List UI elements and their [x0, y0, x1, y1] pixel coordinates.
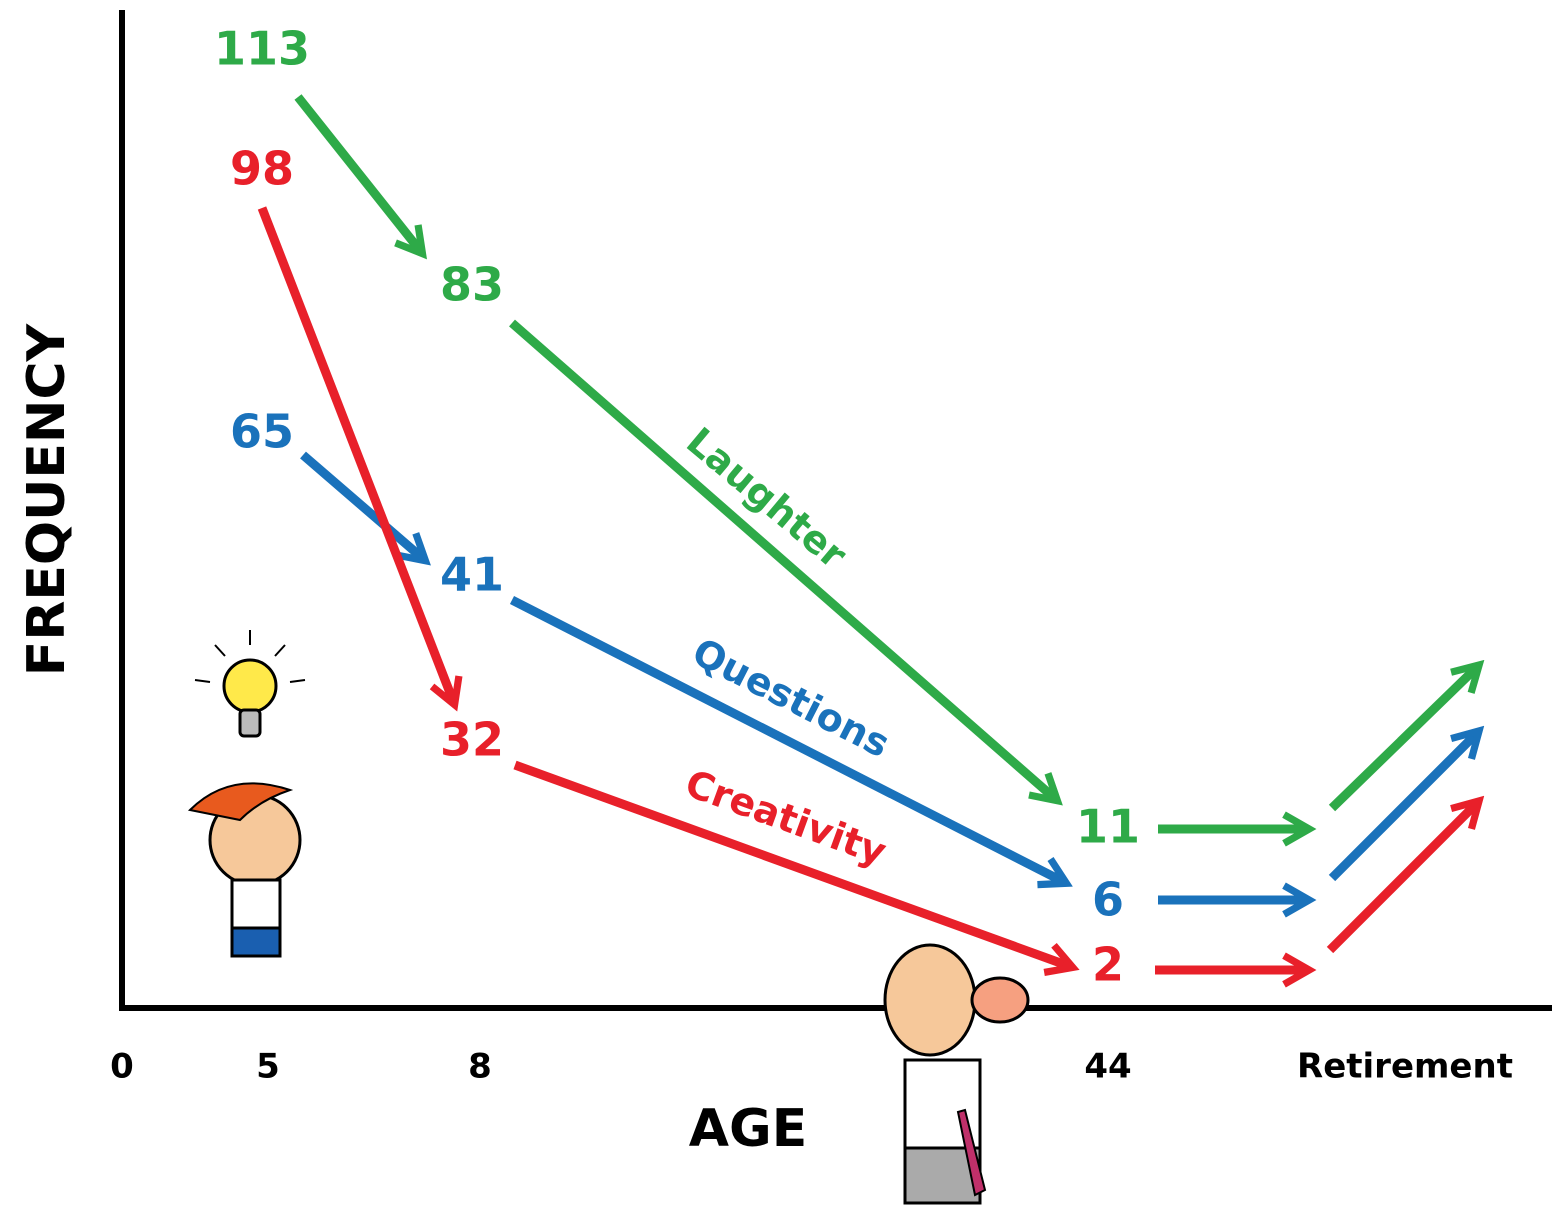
man-figure: [885, 945, 1028, 1203]
light-bulb: [195, 630, 305, 736]
boy-figure: [190, 783, 300, 956]
arrow: [1332, 670, 1474, 808]
value-label: 6: [1092, 873, 1124, 927]
arrow: [298, 97, 418, 248]
y-axis-label: FREQUENCY: [17, 322, 77, 676]
x-tick-label: Retirement: [1297, 1047, 1513, 1087]
x-tick-label: 5: [256, 1047, 280, 1087]
series-name: Laughter: [678, 419, 855, 577]
x-tick-label: 0: [110, 1047, 134, 1087]
arrow: [1332, 736, 1474, 878]
x-tick-label: 44: [1084, 1047, 1131, 1087]
value-label: 83: [440, 258, 504, 312]
x-axis-label: AGE: [689, 1099, 807, 1159]
value-label: 65: [230, 405, 294, 459]
value-label: 98: [230, 142, 294, 196]
value-label: 32: [440, 713, 504, 767]
value-label: 11: [1076, 800, 1140, 854]
value-label: 113: [214, 22, 310, 76]
x-tick-label: 8: [468, 1047, 492, 1087]
value-label: 41: [440, 548, 504, 602]
value-label: 2: [1092, 938, 1124, 992]
diagram: FREQUENCY AGE 0 5 8 44 Retirement 113 83 11 Laug…: [0, 0, 1552, 1222]
arrow: [512, 323, 1052, 796]
arrow: [1330, 806, 1474, 950]
